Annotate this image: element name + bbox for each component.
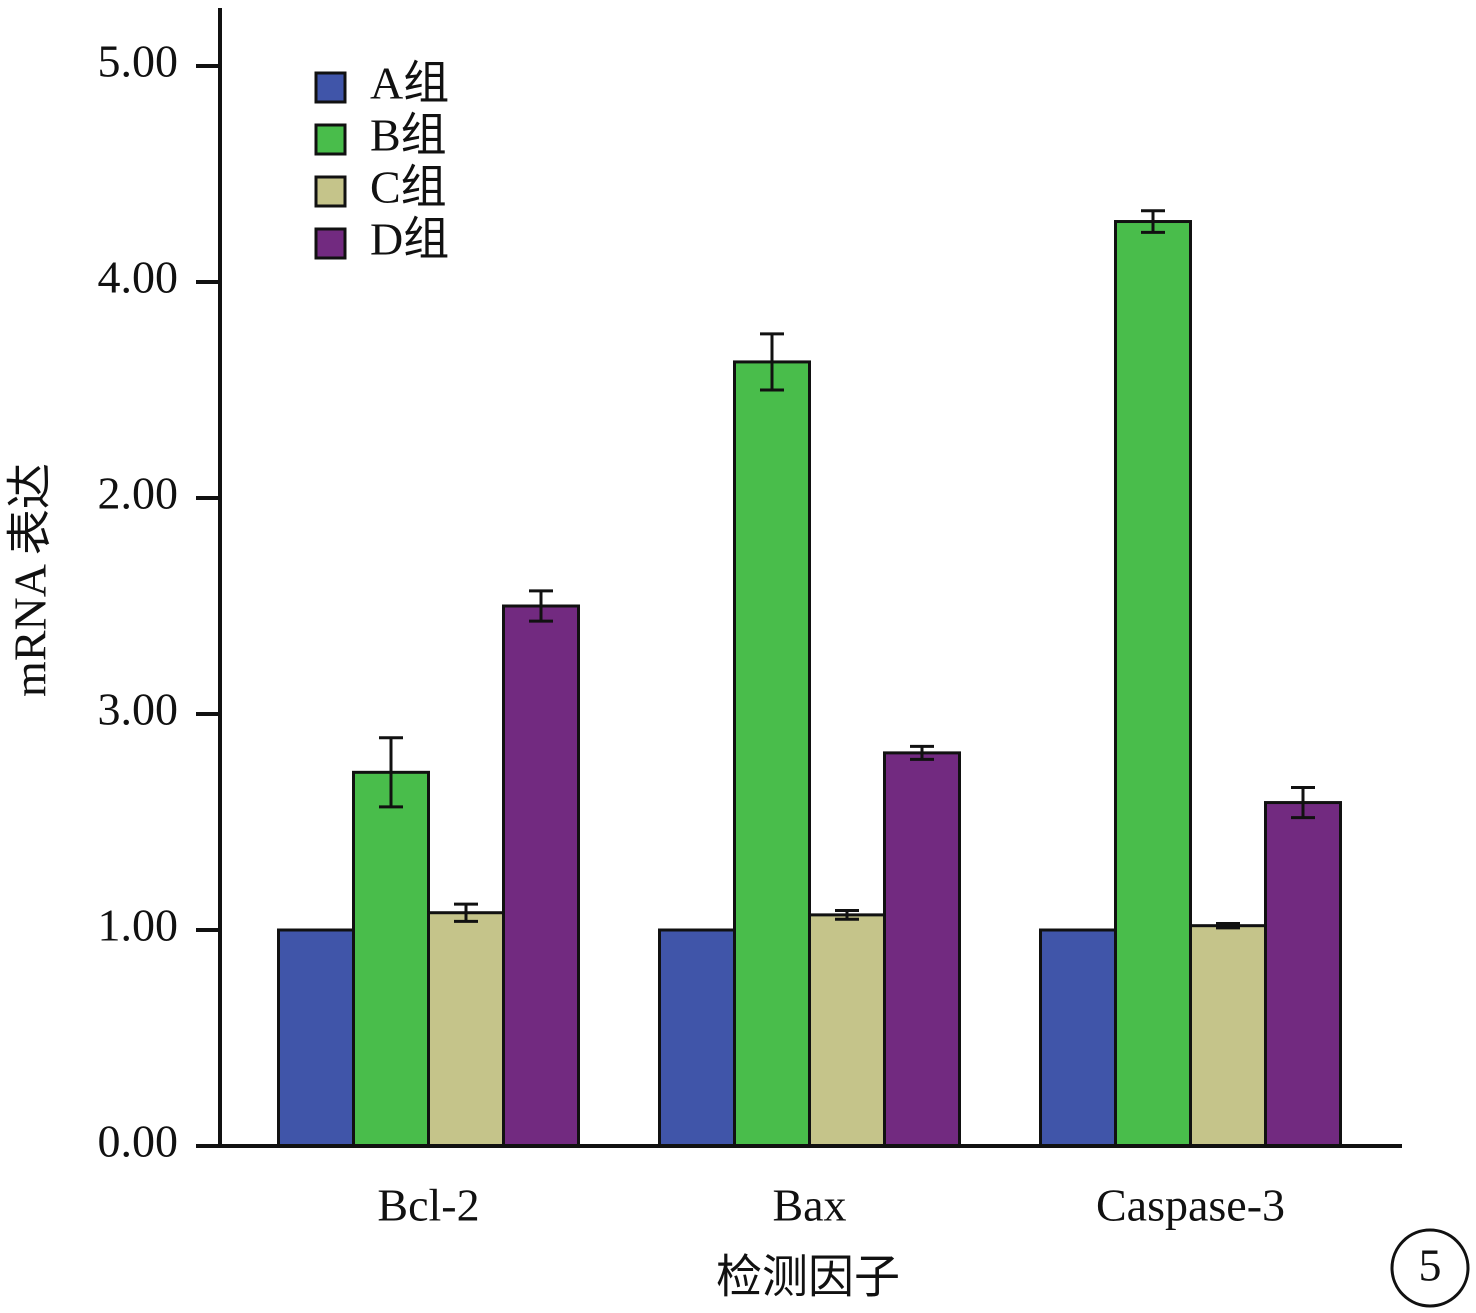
error-bar	[454, 902, 478, 923]
legend-label: A组	[370, 58, 449, 109]
legend-label: D组	[370, 214, 449, 265]
y-tick-label: 2.00	[98, 468, 179, 519]
bar	[1189, 924, 1267, 1148]
x-tick-label: Bax	[772, 1180, 846, 1231]
bar	[1264, 801, 1342, 1148]
x-axis-label: 检测因子	[716, 1252, 900, 1303]
error-bar	[379, 736, 403, 809]
x-tick-label: Bcl-2	[377, 1180, 479, 1231]
panel-circle	[1390, 1228, 1470, 1308]
legend-label: B组	[370, 110, 447, 161]
legend-label: C组	[370, 162, 447, 213]
y-tick-label: 4.00	[98, 252, 179, 303]
error-bar	[1291, 785, 1315, 820]
bar	[883, 751, 961, 1148]
y-axis-label: mRNA 表达	[5, 463, 56, 697]
bar	[427, 911, 505, 1148]
panel-label: 5	[1419, 1240, 1442, 1291]
bar	[808, 913, 886, 1148]
legend-swatch	[314, 227, 347, 260]
bar	[502, 604, 580, 1148]
error-bar	[1216, 922, 1240, 930]
legend-swatch	[314, 175, 347, 208]
bar	[352, 770, 430, 1148]
bar	[658, 928, 736, 1148]
bar	[277, 928, 355, 1148]
y-tick-label: 5.00	[98, 36, 179, 87]
error-bar	[835, 909, 859, 921]
error-bar	[529, 589, 553, 623]
bar	[733, 360, 811, 1148]
bar	[1039, 928, 1117, 1148]
legend-swatch	[314, 123, 347, 156]
y-tick-label: 3.00	[98, 684, 179, 735]
y-tick-label: 1.00	[98, 900, 179, 951]
y-tick-label: 0.00	[98, 1116, 179, 1167]
bar	[1114, 220, 1192, 1148]
legend-swatch	[314, 71, 347, 104]
x-tick-label: Caspase-3	[1096, 1180, 1285, 1231]
error-bar	[910, 744, 934, 761]
error-bar	[1141, 209, 1165, 234]
error-bar	[760, 332, 784, 392]
